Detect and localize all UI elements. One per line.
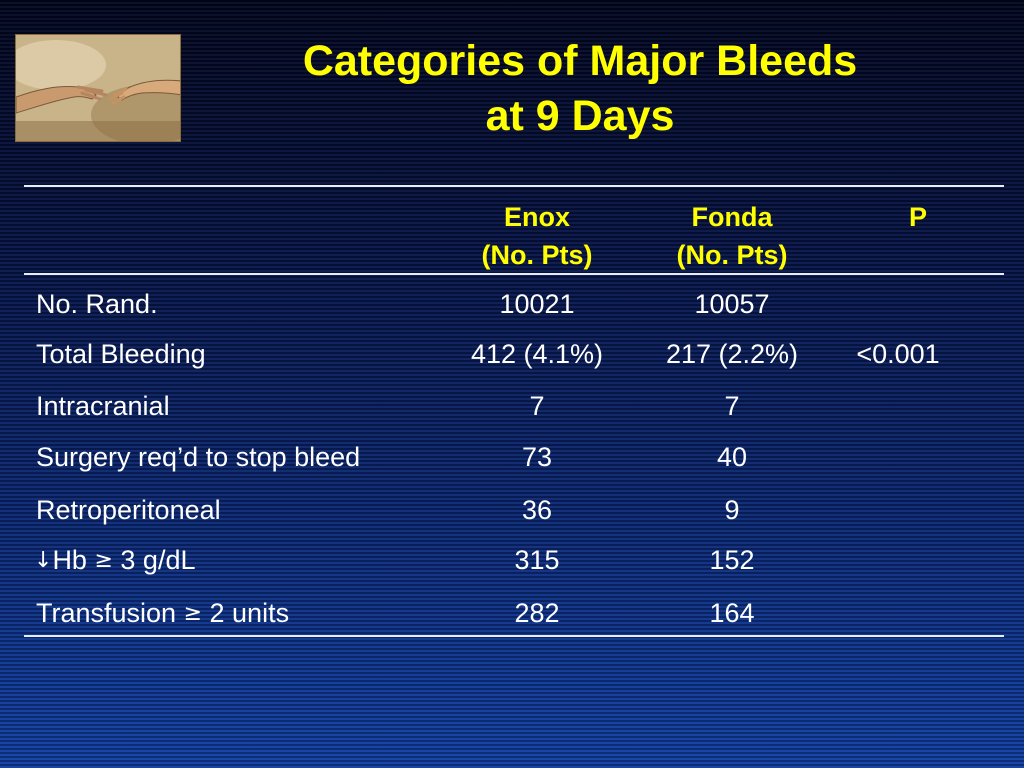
title-line-2: at 9 Days: [485, 92, 675, 140]
enox-value: 315: [514, 545, 560, 575]
header-label: Fonda: [691, 202, 773, 232]
fonda-value: 9: [724, 495, 740, 525]
column-header-p: P: [909, 198, 927, 236]
creation-of-adam-hands-icon: [15, 34, 181, 142]
row-label: No. Rand.: [36, 289, 158, 319]
title-line-1: Categories of Major Bleeds: [302, 37, 858, 85]
slide-title: Categories of Major Bleeds at 9 Days: [190, 34, 970, 144]
row-label-rest: 2 units: [202, 598, 290, 628]
header-sublabel: (No. Pts): [676, 240, 788, 270]
enox-value: 36: [521, 495, 553, 525]
table-row: Total Bleeding 412 (4.1%) 217 (2.2%) <0.…: [0, 334, 1024, 374]
row-label: Total Bleeding: [36, 339, 206, 369]
enox-value: 10021: [499, 289, 575, 319]
column-header-fonda: Fonda (No. Pts): [677, 198, 788, 274]
column-header-enox: Enox (No. Pts): [482, 198, 593, 274]
enox-value: 73: [521, 442, 553, 472]
row-label: ↓Hb ≥ 3 g/dL: [34, 540, 195, 581]
p-value: <0.001: [856, 339, 940, 369]
header-label: Enox: [503, 202, 570, 232]
table-row: Retroperitoneal 36 9: [0, 490, 1024, 530]
enox-value: 282: [514, 598, 560, 628]
header-label: P: [908, 202, 928, 232]
fonda-value: 217 (2.2%): [665, 339, 799, 369]
greater-equal-symbol: ≥: [183, 601, 203, 626]
table-row: Transfusion ≥ 2 units 282 164: [0, 593, 1024, 633]
table-bottom-rule: [24, 635, 1004, 637]
fonda-value: 40: [716, 442, 748, 472]
table-row: ↓Hb ≥ 3 g/dL 315 152: [0, 540, 1024, 580]
fonda-value: 7: [724, 391, 740, 421]
table-row: No. Rand. 10021 10057: [0, 284, 1024, 324]
fonda-value: 10057: [694, 289, 770, 319]
row-label-text: Transfusion: [36, 598, 184, 628]
table-row: Surgery req’d to stop bleed 73 40: [0, 437, 1024, 477]
fonda-value: 152: [709, 545, 755, 575]
row-label: Transfusion ≥ 2 units: [36, 593, 289, 634]
header-sublabel: (No. Pts): [481, 240, 593, 270]
enox-value: 7: [529, 391, 545, 421]
greater-equal-symbol: ≥: [94, 548, 113, 573]
row-label: Intracranial: [36, 391, 170, 421]
table-top-rule: [24, 185, 1004, 187]
fonda-value: 164: [709, 598, 755, 628]
down-arrow-icon: ↓: [34, 548, 53, 573]
table-header-rule: [24, 273, 1004, 275]
row-label-text: Hb: [52, 545, 95, 575]
enox-value: 412 (4.1%): [470, 339, 604, 369]
row-label-rest: 3 g/dL: [112, 545, 196, 575]
table-row: Intracranial 7 7: [0, 386, 1024, 426]
row-label: Surgery req’d to stop bleed: [36, 442, 361, 472]
row-label: Retroperitoneal: [36, 495, 221, 525]
